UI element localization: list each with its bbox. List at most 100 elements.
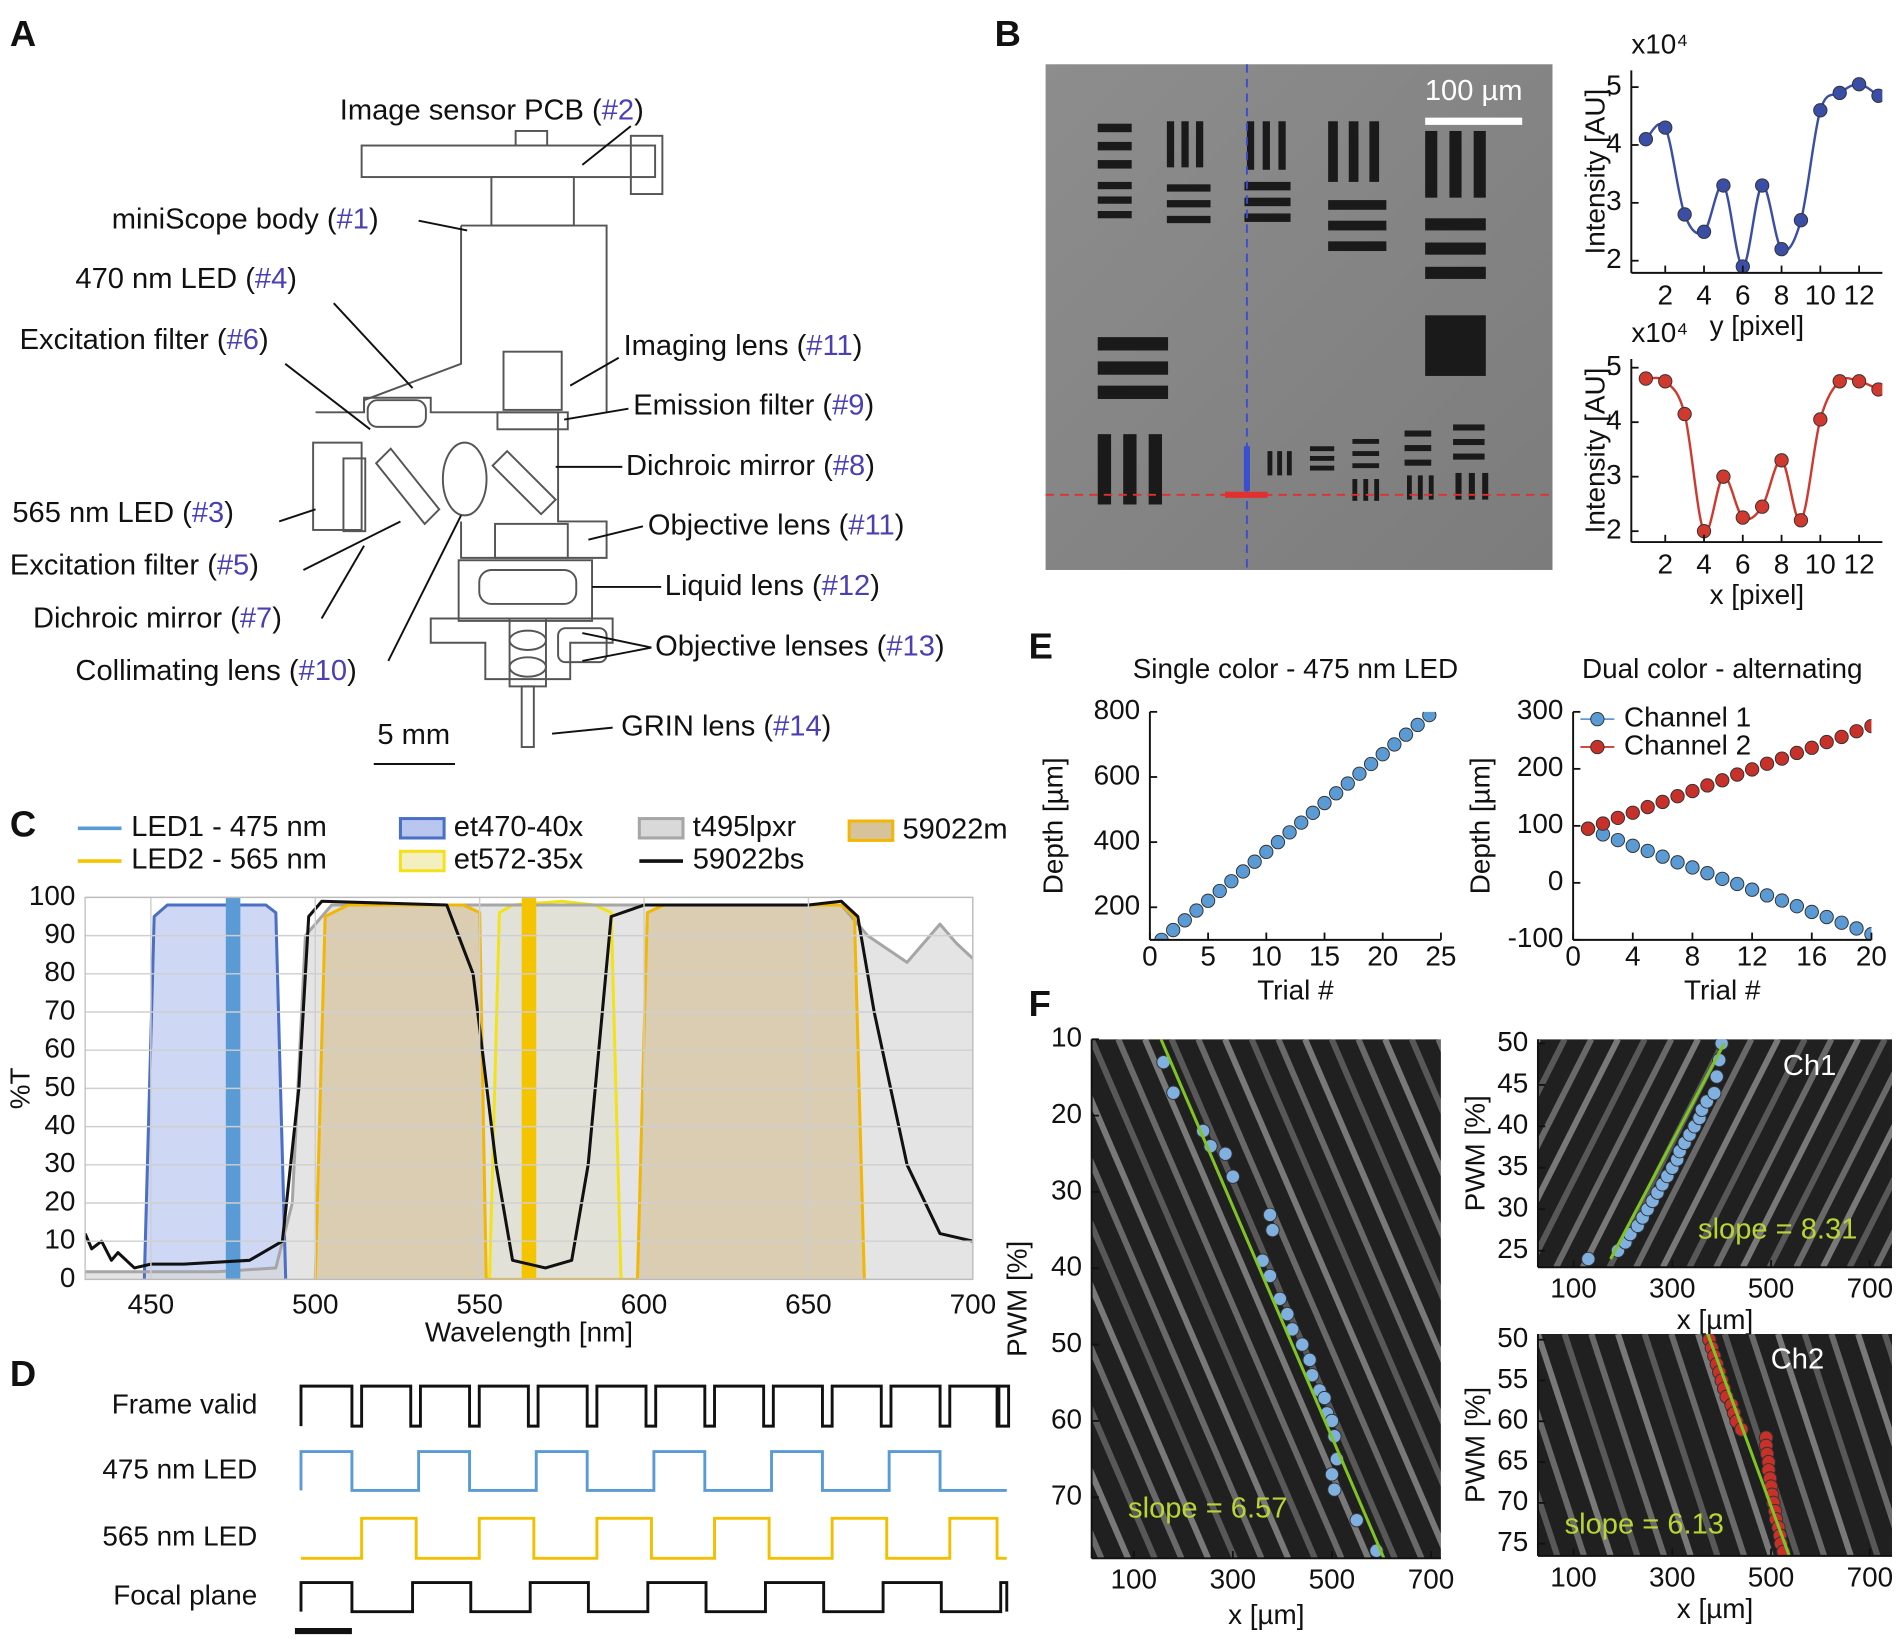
part-end: ) (822, 710, 832, 742)
x-tick-label: 500 (1309, 1564, 1356, 1595)
part-label: Objective lenses (#13) (655, 630, 944, 662)
part-end: ) (369, 203, 379, 235)
x-tick-label: 600 (621, 1288, 668, 1319)
signal-label: Focal plane (113, 1580, 257, 1611)
x-tick-label: 5 (1200, 940, 1216, 971)
scale-bar-label: 100 µm (1425, 75, 1523, 107)
x-tick-label: 6 (1735, 549, 1751, 580)
data-point (1410, 717, 1425, 733)
band-fill (144, 905, 286, 1280)
fit-line (1609, 1042, 1726, 1260)
x-tick-label: 15 (1309, 940, 1340, 971)
data-point (1218, 1146, 1233, 1161)
legend-label: Channel 2 (1624, 729, 1751, 760)
data-point (1793, 213, 1809, 228)
x-tick-label: 12 (1737, 940, 1768, 971)
x-tick-label: 550 (456, 1288, 503, 1319)
legend-label: LED1 - 475 nm (131, 811, 327, 843)
y-tick-label: 35 (1497, 1150, 1528, 1181)
y-axis-label: Depth [µm] (1038, 757, 1069, 894)
part-ref: #2 (602, 94, 634, 126)
y-tick-label: 400 (1094, 825, 1141, 856)
x-tick-label: 10 (1251, 940, 1282, 971)
x-tick-label: 500 (1748, 1273, 1795, 1304)
data-point (1700, 866, 1715, 881)
x-tick-label: 100 (1550, 1273, 1597, 1304)
data-point (1871, 382, 1883, 397)
data-point (1189, 903, 1204, 918)
y-tick-label: 100 (1517, 808, 1564, 839)
plot-area (1154, 711, 1437, 940)
y-tick-label: 55 (1497, 1363, 1528, 1394)
part-ref: #11 (806, 330, 852, 362)
data-point (1294, 815, 1309, 830)
target-image: 100 µm (1045, 64, 1553, 570)
x-tick-label: 650 (785, 1288, 832, 1319)
kymo-streak (1633, 1039, 1755, 1268)
kymo-streak (1537, 1486, 1561, 1556)
data-point (1832, 85, 1847, 101)
data-point (1655, 849, 1670, 864)
scale-bar-label: 5 mm (377, 719, 450, 751)
y-tick-label: 50 (1497, 1026, 1528, 1057)
kymo-streak (1537, 1405, 1587, 1556)
kymo-streak (1091, 1155, 1265, 1559)
y-tick-label: 4 (1606, 127, 1622, 158)
x-tick-label: 4 (1696, 279, 1712, 310)
data-point (1610, 810, 1626, 826)
legend-label: 59022m (902, 813, 1007, 845)
part-label: Dichroic mirror (#8) (626, 450, 875, 482)
y-tick-label: 25 (1497, 1233, 1528, 1264)
kymo-streak (1775, 1333, 1854, 1556)
x-tick-label: 700 (1847, 1561, 1894, 1592)
panel-label: B (995, 13, 1021, 54)
y-tick-label: 200 (1094, 890, 1141, 921)
data-point (1638, 371, 1654, 386)
data-point (1849, 724, 1864, 739)
part-name: miniScope body ( (112, 203, 337, 235)
data-point (1744, 762, 1760, 777)
part-ref: #9 (832, 389, 864, 421)
waveform (299, 1384, 1011, 1428)
part-name: Objective lens ( (648, 509, 849, 541)
data-point (1317, 795, 1332, 811)
signal-label: Frame valid (112, 1389, 258, 1420)
part-label: Emission filter (#9) (633, 389, 874, 421)
kymo-streak (1091, 1341, 1185, 1559)
data-point (1166, 1085, 1181, 1100)
data-point (1655, 794, 1670, 810)
legend-swatch (847, 819, 895, 842)
part-end: ) (634, 94, 644, 126)
data-point (1177, 913, 1192, 928)
x-axis-label: x [µm] (1677, 1304, 1753, 1335)
data-point (1595, 816, 1611, 831)
y-tick-label: 80 (44, 956, 75, 987)
data-point (1677, 207, 1692, 222)
data-point (1625, 805, 1640, 820)
x-axis-label: x [µm] (1677, 1593, 1753, 1624)
part-name: Collimating lens ( (75, 655, 298, 687)
part-name: GRIN lens ( (621, 710, 773, 742)
data-point (1328, 786, 1344, 801)
x-axis-label: Trial # (1257, 974, 1334, 1005)
y-tick-label: 50 (1051, 1327, 1082, 1358)
kymo-streak (1846, 1176, 1893, 1268)
legend-swatch (637, 817, 685, 840)
band-fill (315, 905, 865, 1280)
x-tick-label: 700 (950, 1288, 997, 1319)
data-point (1212, 883, 1227, 899)
data-point (1295, 1337, 1310, 1352)
data-point (1398, 727, 1414, 742)
kymo-streak (1382, 1039, 1441, 1177)
data-point (1804, 740, 1819, 755)
data-point (1225, 1169, 1241, 1184)
y-tick-label: 60 (1497, 1404, 1528, 1435)
legend-swatch (1590, 739, 1605, 755)
data-point (1302, 1352, 1317, 1368)
data-point (1804, 904, 1819, 920)
part-name: 565 nm LED ( (12, 497, 192, 529)
x-axis-label: y [pixel] (1710, 310, 1805, 341)
x-tick-label: 20 (1367, 940, 1398, 971)
data-point (1154, 932, 1169, 940)
